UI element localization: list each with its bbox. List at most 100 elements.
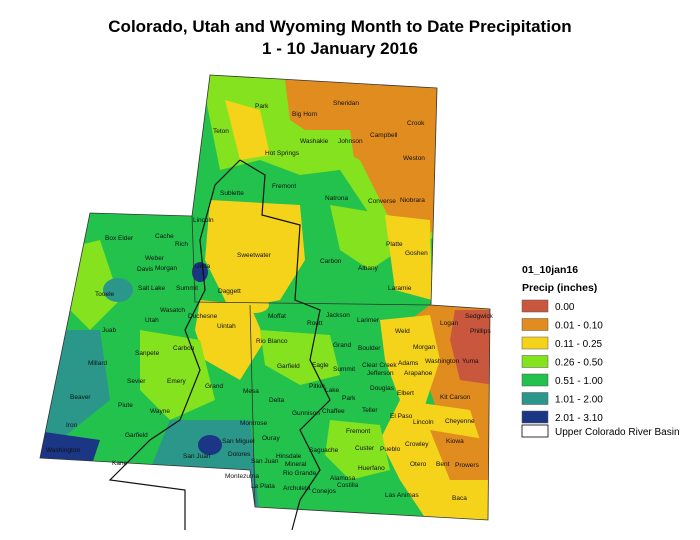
legend-label: 0.51 - 1.00 — [555, 376, 603, 387]
county-label: Alamosa — [330, 475, 356, 482]
legend-title: 01_10jan16 — [522, 264, 578, 276]
county-label: Mesa — [243, 388, 259, 395]
legend-swatch — [521, 355, 549, 368]
county-label: Albany — [358, 265, 379, 272]
county-label: Dolores — [228, 451, 251, 458]
county-label: Iron — [66, 422, 78, 429]
county-label: Montrose — [240, 420, 267, 427]
county-label: Clear Creek — [362, 362, 397, 369]
legend-swatch — [521, 373, 549, 387]
county-label: Phillips — [470, 328, 491, 335]
county-label: Ouray — [262, 435, 280, 442]
county-label: Grand — [205, 383, 223, 390]
legend-label: 1.01 - 2.00 — [555, 395, 603, 406]
county-label: Boulder — [358, 345, 381, 352]
county-label: Sedgwick — [465, 313, 494, 320]
county-label: Fremont — [346, 428, 370, 435]
county-label: Converse — [368, 198, 396, 205]
county-label: Bent — [436, 461, 450, 468]
county-label: Fremont — [272, 183, 296, 190]
county-label: Pitkin — [309, 383, 325, 390]
county-label: Morgan — [155, 265, 177, 272]
county-label: Conejos — [312, 488, 337, 495]
county-label: Utah — [145, 317, 159, 324]
county-label: Delta — [269, 397, 285, 404]
legend-swatch — [521, 299, 549, 313]
county-label: Wayne — [150, 408, 170, 415]
county-label: Box Elder — [105, 235, 134, 242]
county-label: Arapahoe — [404, 370, 433, 377]
map-subtitle: 1 - 10 January 2016 — [262, 39, 418, 58]
county-label: Sevier — [127, 378, 146, 385]
county-label: Wasatch — [160, 307, 185, 314]
county-label: Mineral — [285, 461, 307, 468]
county-label: La Plata — [251, 483, 275, 490]
county-label: Logan — [440, 320, 458, 327]
county-label: Washington — [46, 447, 80, 454]
legend-subtitle: Precip (inches) — [522, 282, 597, 294]
county-label: Eagle — [312, 362, 329, 369]
county-label: San Miguel — [222, 438, 255, 445]
legend-label: 0.26 - 0.50 — [555, 358, 603, 369]
county-label: Daggett — [218, 288, 241, 295]
basin-swatch — [521, 424, 549, 438]
county-label: Archuleta — [283, 485, 311, 492]
county-label: Gunnison — [292, 410, 320, 417]
county-label: Weld — [395, 328, 410, 335]
county-label: Lincoln — [193, 217, 214, 224]
county-label: Lake — [325, 387, 339, 394]
county-label: Emery — [167, 378, 187, 385]
map-title: Colorado, Utah and Wyoming Month to Date… — [108, 17, 571, 36]
county-label: Rich — [175, 241, 188, 248]
county-label: Kiowa — [446, 438, 464, 445]
county-label: Douglas — [370, 385, 395, 392]
county-label: Rio Blanco — [256, 338, 288, 345]
legend: 01_10jan16 Precip (inches) Upper Colorad… — [521, 264, 680, 438]
county-label: Elbert — [397, 390, 414, 397]
county-label: Crowley — [405, 441, 429, 448]
county-label: Montezuma — [225, 473, 259, 480]
county-label: Chaffee — [322, 408, 345, 415]
county-label: Washington — [425, 358, 459, 365]
county-label: Juab — [102, 327, 116, 334]
county-label: Lincoln — [413, 419, 434, 426]
county-label: Routt — [307, 320, 323, 327]
county-label: Salt Lake — [138, 285, 165, 292]
county-label: Moffat — [268, 313, 286, 320]
county-label: Sheridan — [333, 100, 359, 107]
county-label: Adams — [398, 360, 419, 367]
county-label: Teller — [362, 407, 378, 414]
county-label: Uinta — [195, 263, 211, 270]
county-label: Yuma — [462, 358, 479, 365]
county-label: San Juan — [183, 453, 211, 460]
county-label: Custer — [355, 445, 375, 452]
county-label: Pueblo — [380, 446, 401, 453]
county-label: San Juan — [251, 458, 279, 465]
legend-label: 0.11 - 0.25 — [555, 339, 603, 350]
county-label: Goshen — [405, 250, 428, 257]
county-label: Jefferson — [367, 370, 394, 377]
county-label: Las Animas — [385, 492, 419, 499]
county-label: Saguache — [309, 447, 339, 454]
legend-label: 2.01 - 3.10 — [555, 413, 603, 424]
county-labels: Park Sheridan Crook Big Horn Washakie Johnson… — [46, 100, 494, 502]
county-label: Cache — [155, 233, 174, 240]
county-label: Garfield — [125, 432, 148, 439]
basin-outline — [108, 159, 331, 531]
county-label: Uintah — [217, 323, 236, 330]
county-label: Summit — [176, 285, 198, 292]
county-label: Laramie — [388, 285, 412, 292]
county-label: Prowers — [455, 462, 480, 469]
county-label: Duchesne — [188, 313, 218, 320]
county-label: Baca — [452, 495, 467, 502]
county-label: Campbell — [370, 132, 398, 139]
county-label: Morgan — [413, 344, 435, 351]
legend-swatch — [521, 392, 549, 405]
county-label: Huerfano — [358, 465, 385, 472]
county-label: Tooele — [95, 291, 115, 298]
precip-surface — [40, 75, 490, 520]
county-label: Sublette — [220, 190, 244, 197]
county-label: Platte — [386, 241, 403, 248]
county-label: Larimer — [357, 317, 380, 324]
